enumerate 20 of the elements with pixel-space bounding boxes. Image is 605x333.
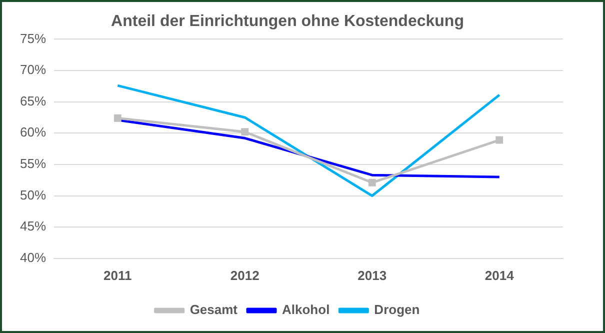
y-tick-label: 60% xyxy=(20,124,46,140)
y-tick-label: 65% xyxy=(20,93,46,108)
y-tick-label: 55% xyxy=(20,156,46,172)
y-tick-label: 45% xyxy=(20,218,46,234)
legend-label: Drogen xyxy=(374,302,420,318)
y-tick-label: 50% xyxy=(20,187,46,202)
legend-label: Gesamt xyxy=(190,302,238,318)
point xyxy=(368,178,376,186)
y-tick-label: 70% xyxy=(20,62,46,78)
legend-label: Alkohol xyxy=(282,302,330,318)
x-tick-label: 2012 xyxy=(230,268,260,283)
point xyxy=(114,114,122,122)
x-tick-label: 2011 xyxy=(104,268,132,283)
y-tick-label: 40% xyxy=(20,250,46,265)
y-tick-label: 75% xyxy=(20,30,46,46)
x-tick-label: 2014 xyxy=(484,268,515,283)
chart-title: Anteil der Einrichtungen ohne Kostendeckung xyxy=(111,13,464,30)
x-tick-label: 2013 xyxy=(358,268,387,283)
point xyxy=(496,136,504,144)
point xyxy=(241,128,249,136)
